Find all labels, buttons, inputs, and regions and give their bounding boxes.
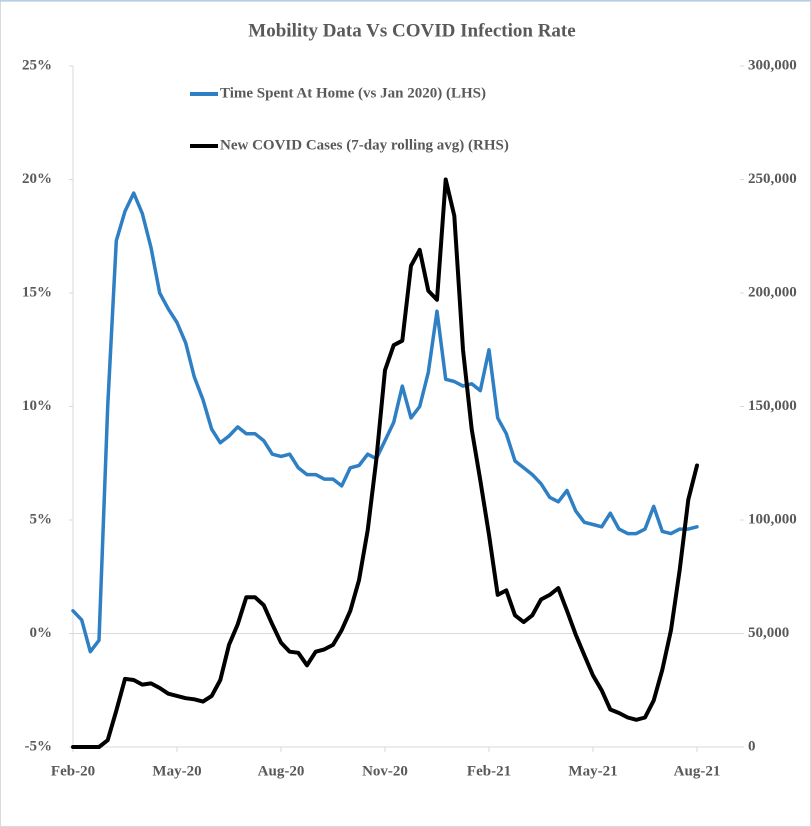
y2-tick-label: 50,000 <box>748 625 789 641</box>
y-tick-label: 25% <box>22 57 52 73</box>
series-line <box>71 177 699 749</box>
x-tick-label: Aug-21 <box>674 763 721 779</box>
y-tick-label: 5% <box>30 511 53 527</box>
y2-tick-label: 250,000 <box>748 171 797 187</box>
y2-tick-label: 150,000 <box>748 398 797 414</box>
y2-tick-label: 100,000 <box>748 511 797 527</box>
x-tick-label: Feb-20 <box>51 763 95 779</box>
y-tick-label: 15% <box>22 284 52 300</box>
x-tick-label: Feb-21 <box>467 763 511 779</box>
y-tick-label: -5% <box>25 738 53 754</box>
chart-title: Mobility Data Vs COVID Infection Rate <box>248 20 575 41</box>
y2-tick-label: 300,000 <box>748 57 797 73</box>
x-tick-label: May-20 <box>152 763 201 779</box>
y-tick-label: 20% <box>22 171 52 187</box>
y2-tick-label: 0 <box>748 738 756 754</box>
x-tick-label: May-21 <box>568 763 617 779</box>
legend-label: Time Spent At Home (vs Jan 2020) (LHS) <box>220 85 486 101</box>
y2-tick-label: 200,000 <box>748 284 797 300</box>
y-tick-label: 0% <box>30 625 53 641</box>
legend-label: New COVID Cases (7-day rolling avg) (RHS… <box>220 137 509 153</box>
x-tick-label: Nov-20 <box>362 763 408 779</box>
y-tick-label: 10% <box>22 398 52 414</box>
series-line <box>71 191 699 654</box>
x-tick-label: Aug-20 <box>258 763 305 779</box>
